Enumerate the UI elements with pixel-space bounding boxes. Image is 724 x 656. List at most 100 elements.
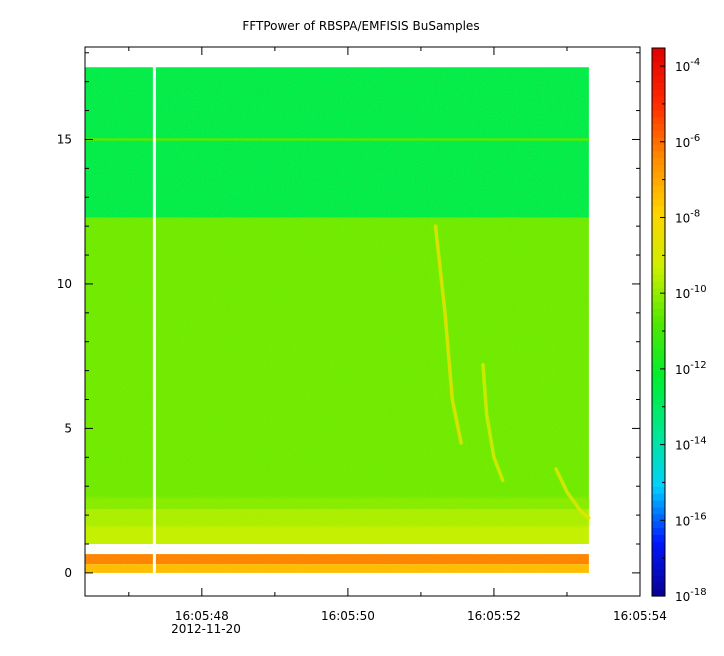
colorbar-segment (652, 582, 665, 590)
spectrogram-heatmap (85, 67, 589, 573)
spectral-line (85, 138, 589, 141)
data-gap-line (152, 67, 156, 573)
y-tick-label: 15 (57, 132, 72, 146)
colorbar-tick-label: 10-14 (675, 436, 707, 453)
colorbar-segment (652, 356, 665, 364)
colorbar-segment (652, 130, 665, 138)
colorbar-segment (652, 472, 665, 481)
colorbar-segment (652, 561, 665, 570)
colorbar-tick-label: 10-18 (675, 587, 707, 604)
colorbar-segment (652, 274, 665, 282)
colorbar-segment (652, 452, 665, 460)
colorbar-segment (652, 376, 665, 385)
colorbar-segment (652, 198, 665, 207)
colorbar-segment (652, 123, 665, 131)
colorbar-segment (652, 109, 665, 118)
frequency-axis: 0 5 10 15 (57, 52, 640, 580)
colorbar-segment (652, 417, 665, 426)
colorbar-segment (652, 554, 665, 563)
colorbar-tick-label: 10-4 (675, 57, 700, 74)
colorbar-segment (652, 383, 665, 392)
x-tick-label: 16:05:54 (613, 609, 667, 623)
noise-texture (85, 67, 589, 573)
colorbar-tick-label: 10-6 (675, 133, 700, 150)
colorbar-segment (652, 520, 665, 529)
colorbar-segment (652, 335, 665, 344)
y-tick-label: 10 (57, 277, 72, 291)
colorbar-tick-label: 10-10 (675, 284, 707, 301)
colorbar-segment (652, 61, 665, 70)
colorbar-tick-label: 10-12 (675, 360, 707, 377)
colorbar-segment (652, 157, 665, 166)
date-label: 2012-11-20 (171, 622, 241, 636)
colorbar-segment (652, 95, 665, 104)
colorbar-segment (652, 363, 665, 371)
colorbar-segment (652, 459, 665, 467)
colorbar-segment (652, 226, 665, 234)
colorbar-frame (651, 47, 666, 597)
y-tick-label: 0 (64, 566, 72, 580)
colorbar-segment (652, 315, 665, 323)
colorbar-segment (652, 322, 665, 330)
colorbar-segment (652, 369, 665, 378)
colorbar-segment (652, 102, 665, 111)
colorbar-segment (652, 89, 665, 97)
colorbar-segment (652, 185, 665, 193)
colorbar-segment (652, 349, 665, 357)
colorbar-segment (652, 219, 665, 227)
colorbar-segment (652, 500, 665, 508)
chorus-emissions (433, 224, 591, 520)
chorus-chirp (481, 363, 505, 483)
colorbar-segment (652, 253, 665, 261)
colorbar-segment (652, 390, 665, 398)
colorbar-tick-label: 10-8 (675, 208, 700, 225)
colorbar-segment (652, 589, 665, 597)
colorbar-segment (652, 493, 665, 501)
colorbar-segment (652, 205, 665, 213)
colorbar-segment (652, 191, 665, 200)
chorus-chirp (433, 224, 463, 445)
colorbar-segment (652, 68, 665, 76)
colorbar-segment (652, 541, 665, 549)
colorbar-segment (652, 431, 665, 440)
colorbar-segment (652, 506, 665, 515)
colorbar-segment (652, 246, 665, 255)
colorbar-segment (652, 342, 665, 350)
colorbar-segment (652, 301, 665, 309)
colorbar-segment (652, 513, 665, 522)
colorbar-segment (652, 404, 665, 412)
colorbar-segment (652, 568, 665, 577)
colorbar-segment (652, 267, 665, 275)
colorbar-segment (652, 280, 665, 289)
colorbar-segment (652, 82, 665, 90)
colorbar-segment (652, 445, 665, 453)
colorbar-segment (652, 424, 665, 433)
x-tick-label: 16:05:48 (175, 609, 229, 623)
colorbar-segment (652, 232, 665, 241)
plot-frame (84, 46, 641, 597)
colorbar-segment (652, 438, 665, 446)
colorbar-segment (652, 75, 665, 83)
colorbar-segment (652, 534, 665, 542)
x-tick-label: 16:05:50 (321, 609, 375, 623)
colorbar-segment (652, 116, 665, 124)
colorbar-segment (652, 143, 665, 152)
chorus-chirp (554, 467, 591, 520)
colorbar-segment (652, 212, 665, 220)
colorbar-segment (652, 575, 665, 583)
colorbar-tick-label: 10-16 (675, 511, 707, 528)
colorbar-segment (652, 171, 665, 179)
colorbar: 10-4 10-6 10-8 10-10 10-12 10-14 10-16 10-18 (651, 47, 707, 604)
x-tick-label: 16:05:52 (467, 609, 521, 623)
colorbar-segment (652, 397, 665, 405)
colorbar-segment (652, 486, 665, 494)
chart-title: FFTPower of RBSPA/EMFISIS BuSamples (242, 19, 479, 33)
colorbar-segment (652, 287, 665, 296)
y-tick-label: 5 (64, 421, 72, 435)
colorbar-segment (652, 178, 665, 186)
colorbar-segment (652, 137, 665, 145)
colorbar-segment (652, 48, 665, 56)
colorbar-segment (652, 308, 665, 316)
colorbar-segment (652, 164, 665, 172)
